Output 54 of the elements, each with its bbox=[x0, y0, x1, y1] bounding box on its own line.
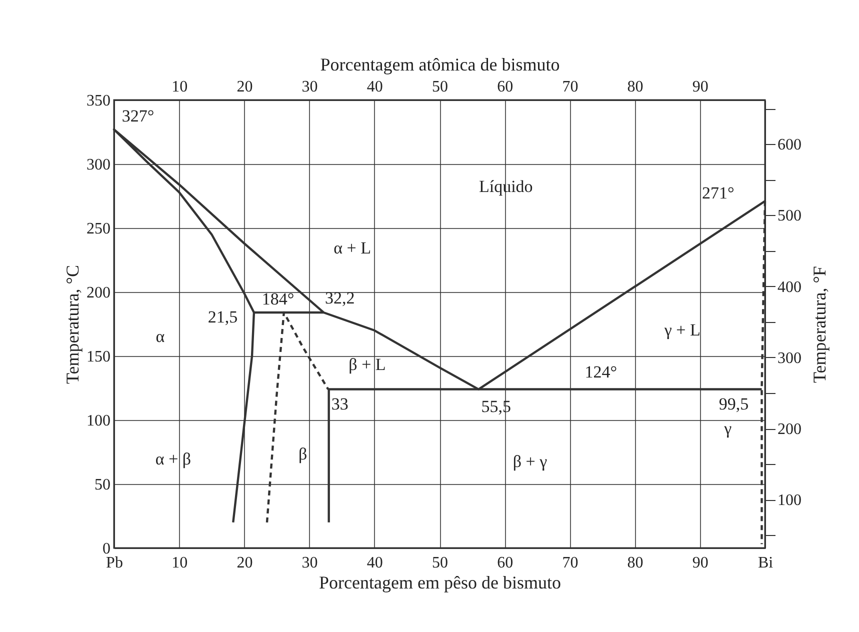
annotation: β + γ bbox=[512, 452, 548, 472]
annotation: 33 bbox=[331, 394, 348, 414]
y2-tick-label: 500 bbox=[778, 208, 802, 225]
x2-tick-label: 60 bbox=[497, 78, 514, 96]
y2-tick-label: 300 bbox=[778, 350, 802, 367]
annotation: γ bbox=[723, 418, 732, 438]
y2-tick-label: 100 bbox=[778, 492, 802, 510]
y-tick-label: 250 bbox=[86, 220, 110, 238]
x2-tick-label: 30 bbox=[302, 78, 318, 96]
annotation: 21,5 bbox=[208, 308, 238, 327]
x-tick-label: 10 bbox=[172, 554, 188, 572]
y-axis-title: Temperatura, °C bbox=[62, 265, 82, 384]
x2-axis-title: Porcentagem atômica de bismuto bbox=[320, 54, 560, 74]
x-tick-label: 20 bbox=[236, 554, 253, 572]
x-axis-title: Porcentagem em pêso de bismuto bbox=[319, 572, 561, 592]
x2-tick-label: 20 bbox=[236, 78, 253, 96]
annotation: β bbox=[298, 444, 308, 464]
x2-tick-label: 80 bbox=[627, 78, 644, 96]
x-tick-label: Bi bbox=[758, 554, 774, 572]
annotation: β + L bbox=[348, 354, 386, 374]
y2-tick-label: 600 bbox=[778, 136, 802, 154]
annotation: α + β bbox=[155, 450, 192, 469]
annotation: α bbox=[156, 326, 165, 346]
annotation: 32,2 bbox=[325, 288, 355, 308]
y-tick-label: 350 bbox=[86, 92, 110, 110]
x-tick-label: 60 bbox=[497, 554, 514, 572]
y-tick-label: 200 bbox=[86, 284, 110, 302]
x-tick-label: 90 bbox=[692, 554, 708, 572]
x-tick-label: Pb bbox=[106, 554, 123, 572]
annotation: α + L bbox=[334, 238, 371, 258]
x-tick-label: 50 bbox=[432, 554, 448, 572]
annotation: 184° bbox=[262, 290, 294, 309]
annotation: 327° bbox=[122, 106, 154, 126]
y2-tick-label: 200 bbox=[778, 421, 802, 438]
x2-tick-label: 70 bbox=[562, 78, 578, 96]
annotation: γ + L bbox=[663, 320, 700, 340]
annotation: 99,5 bbox=[718, 394, 749, 414]
y-tick-label: 0 bbox=[102, 540, 110, 558]
y-tick-label: 300 bbox=[86, 156, 110, 174]
annotation: 271° bbox=[702, 183, 734, 202]
x-tick-label: 30 bbox=[302, 554, 318, 572]
y-tick-label: 50 bbox=[94, 476, 110, 494]
x-tick-label: 70 bbox=[562, 554, 578, 572]
x-tick-label: 40 bbox=[366, 554, 383, 572]
y-tick-label: 150 bbox=[86, 348, 110, 366]
x2-tick-label: 50 bbox=[432, 78, 448, 96]
annotation: 124° bbox=[584, 362, 618, 382]
x-tick-label: 80 bbox=[627, 554, 644, 572]
y2-tick-label: 400 bbox=[778, 278, 802, 296]
y2-axis-title: Temperatura, °F bbox=[810, 266, 830, 383]
x2-tick-label: 10 bbox=[172, 78, 188, 96]
y-tick-label: 100 bbox=[86, 412, 110, 430]
x2-tick-label: 90 bbox=[692, 78, 708, 96]
x2-tick-label: 40 bbox=[366, 78, 383, 96]
